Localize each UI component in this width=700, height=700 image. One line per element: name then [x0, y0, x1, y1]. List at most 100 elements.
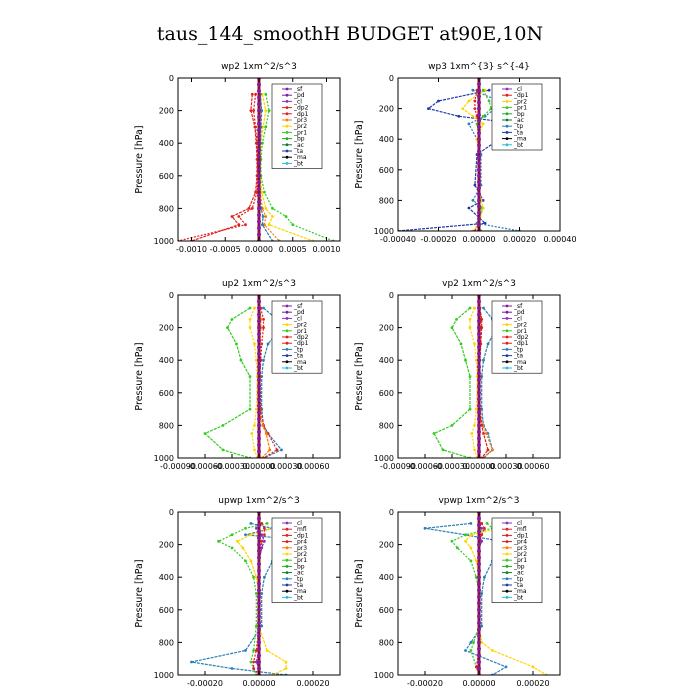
- series-point-pr2: [265, 649, 269, 652]
- y-tick-label: 800: [159, 421, 174, 430]
- y-tick-label: 1000: [154, 237, 174, 246]
- series-point-pr1: [474, 575, 478, 579]
- series-point-cl: [254, 526, 258, 530]
- centerline-marker: [477, 523, 481, 528]
- series-point-dp1: [260, 522, 264, 525]
- centerline-marker: [257, 134, 261, 139]
- legend-entry: _bp: [513, 111, 525, 118]
- legend-entry: _pr3: [293, 117, 307, 124]
- series-point-tp: [482, 358, 485, 362]
- legend-marker-dp2: [285, 335, 289, 339]
- legend-marker-ta: [285, 354, 289, 357]
- x-tick-label: 0.00000: [242, 679, 275, 688]
- legend-marker-bt: [505, 366, 509, 370]
- legend-entry: _dp2: [293, 105, 309, 112]
- legend-entry: _ac: [513, 117, 524, 124]
- legend-entry: _cl: [293, 520, 302, 527]
- series-line-pr1: [451, 522, 494, 675]
- legend-entry: _cl: [293, 315, 302, 322]
- centerline-marker: [477, 627, 481, 632]
- legend-marker-pr1: [285, 558, 289, 562]
- series-point-pr2: [284, 667, 288, 670]
- y-axis-label: Pressure [hPa]: [354, 342, 365, 410]
- y-tick-label: 600: [379, 389, 394, 398]
- series-point-pr1: [450, 326, 454, 329]
- legend-entry: _pr1: [513, 557, 527, 564]
- series-point-dp1: [260, 539, 264, 543]
- series-point-pr2: [474, 358, 478, 362]
- series-point-dp1: [230, 215, 234, 218]
- series-group: [398, 78, 522, 231]
- series-point-tp: [486, 342, 490, 346]
- series-line-tp: [259, 94, 274, 241]
- legend-entry: _ma: [513, 136, 527, 143]
- series-line-pr2: [249, 307, 258, 458]
- series-point-dp1: [263, 533, 266, 537]
- series-point-tp: [244, 533, 247, 537]
- centerline-marker: [257, 429, 261, 434]
- centerline-marker: [477, 516, 481, 521]
- legend-marker-ta: [285, 149, 289, 153]
- series-point-dp1: [252, 667, 256, 670]
- series-point-pr2: [473, 424, 476, 427]
- centerline-marker: [477, 88, 481, 93]
- centerline-marker: [477, 204, 481, 209]
- series-point-tp: [260, 109, 264, 112]
- legend-box: [271, 300, 323, 374]
- series-point-pr1: [450, 424, 454, 427]
- legend-marker-sf: [505, 304, 509, 308]
- series-line-dp2: [178, 94, 259, 241]
- series-point-pr3: [264, 432, 268, 435]
- series-point-pr2: [473, 448, 476, 452]
- centerline-marker: [477, 338, 481, 343]
- series-line-pr1: [203, 307, 251, 458]
- chart-panel-4: vp2 1xm^2/s^3 Pressure [hPa] 0 200 400 600 800…: [354, 279, 561, 471]
- centerline-marker: [257, 594, 261, 599]
- series-group: [423, 512, 548, 675]
- legend: _sf_pd_cl_pr2_pr1_dp2_dp1_tp_ta_ma_bt: [491, 300, 543, 374]
- legend-entry: _bt: [293, 160, 304, 167]
- series-point-pr2: [248, 318, 252, 321]
- legend-entry: _pd: [293, 92, 305, 99]
- series-point-pr3: [268, 448, 272, 452]
- legend-entry: _pr1: [513, 105, 527, 112]
- centerline-marker: [477, 666, 481, 671]
- series-point-dp1: [480, 533, 484, 537]
- centerline-marker: [257, 549, 261, 554]
- series-point-tp: [190, 660, 193, 664]
- legend-marker-dp2: [505, 335, 509, 339]
- series-point-pr2: [470, 432, 474, 435]
- centerline-marker: [477, 416, 481, 421]
- y-tick-label: 0: [389, 508, 394, 517]
- centerline-marker: [257, 377, 261, 382]
- series-point-pr1: [264, 92, 268, 96]
- series-point-pr1: [468, 375, 472, 378]
- series-point-pr2: [491, 649, 494, 652]
- series-point-tp: [464, 649, 467, 652]
- series-point-tp: [483, 575, 486, 579]
- series-point-tp: [262, 358, 265, 362]
- centerline-marker: [477, 614, 481, 619]
- legend-entry: _ta: [293, 353, 303, 360]
- centerline-marker: [257, 562, 261, 567]
- legend-entry: _ac: [513, 570, 524, 577]
- legend-entry: _ma: [293, 359, 307, 366]
- y-tick-label: 800: [159, 204, 174, 213]
- series-point-pr2: [264, 207, 268, 210]
- series-point-dp2: [262, 318, 265, 321]
- series-point-pr1: [264, 125, 268, 129]
- centerline-marker: [477, 131, 481, 136]
- centerline-marker: [477, 529, 481, 534]
- legend-entry: _dp1: [293, 111, 309, 118]
- legend-entry: _dp1: [513, 340, 529, 347]
- x-tick-label: 0.00020: [296, 679, 329, 688]
- centerline-marker: [477, 640, 481, 645]
- panel-title: upwp 1xm^2/s^3: [218, 496, 299, 506]
- legend-marker-dp1: [505, 341, 509, 345]
- legend-marker-pd: [285, 310, 289, 314]
- centerline-marker: [257, 542, 261, 547]
- legend-marker-pr2: [285, 552, 289, 556]
- series-point-pr1: [284, 215, 288, 218]
- centerline-marker: [477, 377, 481, 382]
- series-point-tp: [244, 649, 247, 652]
